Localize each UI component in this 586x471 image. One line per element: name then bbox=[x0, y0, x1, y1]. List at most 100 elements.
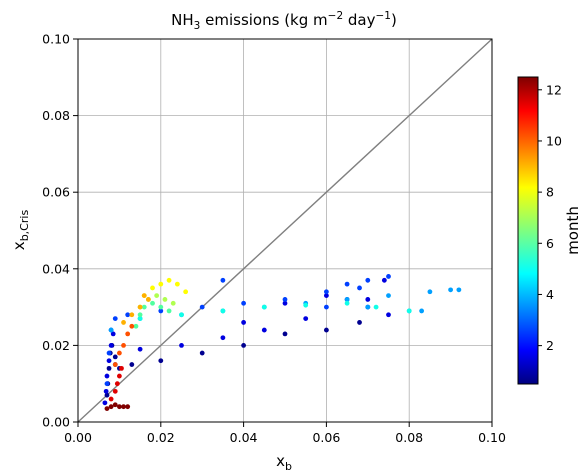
data-point-month-8 bbox=[166, 277, 172, 283]
x-tick-label: 0.10 bbox=[478, 430, 506, 445]
colorbar-tick-label: 6 bbox=[546, 236, 554, 251]
data-point-month-1 bbox=[158, 358, 164, 364]
x-tick-label: 0.08 bbox=[395, 430, 423, 445]
title-text-a: NH bbox=[171, 11, 194, 29]
data-point-month-9 bbox=[137, 304, 143, 310]
data-point-month-5 bbox=[344, 300, 350, 306]
data-point-month-2 bbox=[303, 316, 309, 321]
data-point-month-5 bbox=[137, 316, 143, 321]
data-point-month-8 bbox=[150, 285, 155, 291]
data-point-month-2 bbox=[103, 388, 109, 394]
colorbar-tick-label: 12 bbox=[546, 82, 562, 97]
data-point-month-2 bbox=[108, 343, 114, 348]
data-point-month-1 bbox=[241, 343, 247, 348]
data-point-month-1 bbox=[106, 365, 112, 371]
title-sup-neg1: −1 bbox=[375, 10, 390, 22]
data-point-month-2 bbox=[365, 297, 371, 302]
data-point-month-1 bbox=[282, 331, 288, 337]
data-point-month-4 bbox=[448, 287, 453, 293]
data-point-month-4 bbox=[419, 308, 425, 314]
data-point-month-3 bbox=[106, 350, 112, 356]
data-point-month-11 bbox=[112, 388, 118, 394]
x-tick-label: 0.06 bbox=[312, 430, 340, 445]
data-point-month-9 bbox=[121, 320, 126, 325]
data-point-month-8 bbox=[174, 281, 180, 287]
data-point-month-8 bbox=[183, 289, 189, 295]
data-point-month-2 bbox=[104, 373, 110, 379]
data-point-month-3 bbox=[158, 308, 164, 314]
data-point-month-1 bbox=[112, 354, 118, 360]
data-point-month-2 bbox=[324, 293, 329, 299]
data-point-month-12 bbox=[112, 402, 118, 408]
data-point-month-2 bbox=[106, 358, 112, 364]
y-tick-label: 0.06 bbox=[42, 185, 70, 200]
data-point-month-4 bbox=[108, 327, 114, 333]
data-point-month-1 bbox=[324, 327, 329, 333]
data-point-month-11 bbox=[117, 373, 122, 379]
colorbar-label: month bbox=[564, 206, 582, 255]
data-point-month-5 bbox=[220, 308, 226, 314]
data-point-month-11 bbox=[114, 381, 120, 387]
data-point-month-8 bbox=[158, 281, 164, 287]
x-label-base: x bbox=[276, 452, 285, 470]
data-point-month-1 bbox=[129, 362, 135, 367]
data-point-month-6 bbox=[158, 304, 164, 310]
x-label-sub: b bbox=[285, 460, 292, 471]
chart-title: NH3 emissions (kg m−2 day−1) bbox=[171, 10, 397, 32]
data-point-month-10 bbox=[112, 362, 118, 367]
y-label-base: x bbox=[10, 241, 28, 250]
data-point-month-1 bbox=[357, 320, 362, 325]
data-point-month-5 bbox=[261, 304, 267, 310]
y-axis-ticks: 0.00 0.02 0.04 0.06 0.08 0.10 bbox=[42, 32, 78, 430]
title-text-b: emissions (kg m bbox=[200, 11, 327, 29]
data-point-month-6 bbox=[133, 323, 139, 329]
data-point-month-3 bbox=[282, 297, 288, 302]
data-point-month-4 bbox=[386, 293, 391, 299]
y-label-sub: b,Cris bbox=[18, 210, 31, 242]
x-axis-ticks: 0.00 0.02 0.04 0.06 0.08 0.10 bbox=[64, 422, 506, 445]
colorbar bbox=[517, 76, 539, 385]
scatter-points bbox=[102, 274, 462, 411]
data-point-month-12 bbox=[108, 404, 114, 410]
title-text-c: day bbox=[343, 11, 375, 29]
plot-frame bbox=[77, 38, 493, 423]
data-point-month-5 bbox=[179, 312, 184, 318]
data-point-month-3 bbox=[112, 316, 118, 321]
data-point-month-12 bbox=[104, 406, 110, 411]
data-point-month-4 bbox=[427, 289, 433, 295]
x-tick-label: 0.04 bbox=[230, 430, 258, 445]
y-tick-label: 0.04 bbox=[42, 261, 70, 276]
data-point-month-5 bbox=[373, 304, 379, 310]
data-point-month-2 bbox=[241, 320, 247, 325]
data-point-month-3 bbox=[344, 281, 350, 287]
data-point-month-3 bbox=[104, 381, 110, 387]
data-point-month-6 bbox=[137, 312, 143, 318]
data-point-month-4 bbox=[456, 287, 462, 293]
title-sub-3: 3 bbox=[194, 20, 201, 32]
data-point-month-7 bbox=[170, 300, 176, 306]
data-point-month-6 bbox=[141, 304, 147, 310]
data-point-month-9 bbox=[141, 293, 147, 299]
data-point-month-3 bbox=[241, 300, 247, 306]
data-point-month-12 bbox=[125, 404, 131, 410]
y-tick-label: 0.08 bbox=[42, 108, 70, 123]
data-point-month-9 bbox=[129, 312, 135, 318]
data-point-month-2 bbox=[110, 331, 116, 337]
data-point-month-7 bbox=[154, 293, 160, 299]
y-axis-label: xb,Cris bbox=[10, 210, 31, 251]
colorbar-ticks: 2 4 6 8 10 12 bbox=[538, 82, 562, 353]
data-point-month-11 bbox=[119, 365, 124, 371]
data-point-month-2 bbox=[137, 346, 143, 352]
data-point-month-11 bbox=[108, 396, 114, 402]
data-point-month-3 bbox=[199, 304, 205, 310]
data-point-month-2 bbox=[220, 335, 226, 341]
data-point-month-12 bbox=[117, 404, 122, 410]
colorbar-tick-label: 8 bbox=[546, 185, 554, 200]
data-point-month-4 bbox=[365, 304, 371, 310]
data-point-month-3 bbox=[324, 289, 329, 295]
data-point-month-2 bbox=[386, 312, 391, 318]
x-tick-label: 0.02 bbox=[147, 430, 175, 445]
data-point-month-10 bbox=[117, 350, 122, 356]
